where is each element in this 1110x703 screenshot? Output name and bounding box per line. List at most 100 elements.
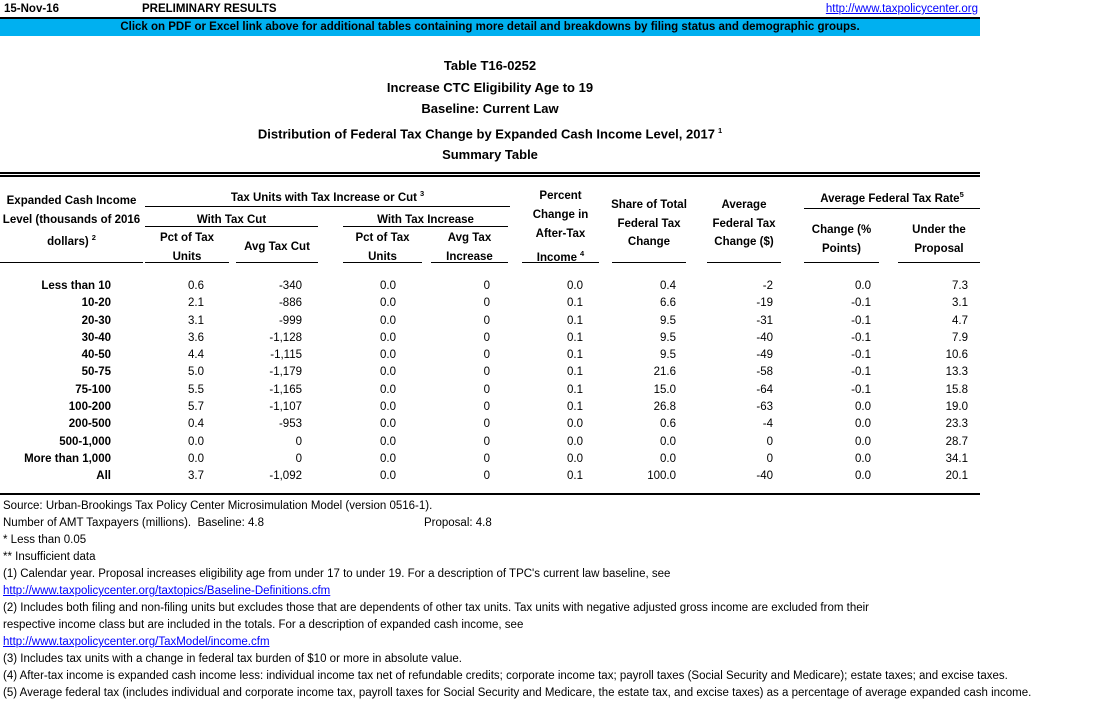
site-link[interactable]: http://www.taxpolicycenter.org <box>825 3 978 15</box>
col-underline-pct-inc <box>343 262 422 263</box>
top-divider-line <box>0 17 980 19</box>
cell: 0.0 <box>188 452 204 465</box>
row-label: 20-30 <box>81 314 111 327</box>
footnote-2-link[interactable]: http://www.taxpolicycenter.org/TaxModel/… <box>3 636 270 648</box>
col-header-pct-tax-units-increase: Pct of Tax Units <box>355 232 410 263</box>
cell: 0.0 <box>380 314 396 327</box>
cell: 28.7 <box>945 435 968 448</box>
row-label: 30-40 <box>81 331 111 344</box>
col-header-avg-tax-increase: Avg Tax Increase <box>446 232 493 263</box>
cell: 2.1 <box>188 297 204 310</box>
proposal-title: Increase CTC Eligibility Age to 19 <box>386 79 594 95</box>
row-label: 50-75 <box>81 366 111 379</box>
cell: -1,092 <box>269 470 302 483</box>
cell: 0.4 <box>188 418 204 431</box>
table-row-total: All 3.7 -1,092 0.0 0 0.1 100.0 -40 0.0 2… <box>0 468 980 485</box>
footnote-3: (3) Includes tax units with a change in … <box>3 653 462 665</box>
col-underline-avg-change <box>707 262 781 263</box>
info-banner-text: Click on PDF or Excel link above for add… <box>120 21 860 33</box>
col-header-pct-tax-units-cut: Pct of Tax Units <box>159 232 215 263</box>
row-label: 10-20 <box>81 297 111 310</box>
col-header-rate-under-proposal: Under the Proposal <box>912 224 966 255</box>
cell: 0 <box>483 297 490 310</box>
group-header-avg-federal-tax-rate: Average Federal Tax Rate5 <box>820 190 964 205</box>
source-note: Source: Urban-Brookings Tax Policy Cente… <box>3 500 433 512</box>
cell: 0.1 <box>567 349 583 362</box>
cell: 20.1 <box>945 470 968 483</box>
cell: 0.0 <box>380 331 396 344</box>
cell: 0 <box>295 435 302 448</box>
cell: -999 <box>278 314 302 327</box>
cell: -1,165 <box>269 383 302 396</box>
cell: 0.1 <box>567 314 583 327</box>
cell: -0.1 <box>851 314 871 327</box>
cell: -1,179 <box>269 366 302 379</box>
summary-table-title: Summary Table <box>442 147 538 163</box>
row-label: Less than 10 <box>41 280 111 292</box>
cell: 0 <box>483 280 490 292</box>
group-underline-with-tax-increase <box>343 226 508 227</box>
cell: 0 <box>483 452 490 465</box>
footnote-4: (4) After-tax income is expanded cash in… <box>3 670 1008 682</box>
cell: 15.0 <box>653 383 676 396</box>
row-label: All <box>96 470 111 483</box>
cell: 0 <box>483 314 490 327</box>
cell: -0.1 <box>851 349 871 362</box>
cell: 5.0 <box>188 366 204 379</box>
cell: 10.6 <box>945 349 968 362</box>
table-top-border-lower <box>0 175 980 177</box>
table-row: 10-20 2.1 -886 0.0 0 0.1 6.6 -19 -0.1 3.… <box>0 295 980 312</box>
cell: 6.6 <box>660 297 676 310</box>
cell: 0.0 <box>380 280 396 292</box>
col-underline-avg-cut <box>236 262 318 263</box>
cell: 0 <box>483 383 490 396</box>
cell: -0.1 <box>851 297 871 310</box>
table-bottom-border <box>0 493 980 495</box>
group-underline-avg-federal-tax-rate <box>804 208 980 209</box>
cell: 3.1 <box>188 314 204 327</box>
cell: 7.3 <box>952 280 968 292</box>
cell: -1,115 <box>270 349 302 362</box>
cell: 0.0 <box>567 435 583 448</box>
cell: 0.0 <box>567 452 583 465</box>
group-header-with-tax-increase: With Tax Increase <box>377 214 474 226</box>
cell: 0.0 <box>380 435 396 448</box>
cell: -1,128 <box>269 331 302 344</box>
cell: 0.1 <box>567 366 583 379</box>
cell: -0.1 <box>851 366 871 379</box>
cell: 0.0 <box>567 280 583 292</box>
cell: 5.5 <box>188 383 204 396</box>
cell: 21.6 <box>653 366 676 379</box>
footnote-ref-4: 4 <box>580 249 585 258</box>
baseline-title: Baseline: Current Law <box>421 101 559 116</box>
cell: -49 <box>756 349 773 362</box>
cell: 5.7 <box>188 401 204 414</box>
row-label: 40-50 <box>81 349 111 362</box>
footnote-2-line2: respective income class but are included… <box>3 619 524 631</box>
cell: 0 <box>483 470 490 483</box>
group-underline-tax-units <box>145 206 510 207</box>
footnote-1-link[interactable]: http://www.taxpolicycenter.org/taxtopics… <box>3 585 331 597</box>
col-underline-rate-change <box>804 262 879 263</box>
date-label: 15-Nov-16 <box>4 3 59 15</box>
cell: 0.4 <box>660 280 676 292</box>
cell: 0 <box>483 331 490 344</box>
cell: -40 <box>756 470 773 483</box>
preliminary-results-label: PRELIMINARY RESULTS <box>142 3 277 15</box>
table-row: 100-200 5.7 -1,107 0.0 0 0.1 26.8 -63 0.… <box>0 399 980 416</box>
info-banner: Click on PDF or Excel link above for add… <box>0 19 980 36</box>
cell: -58 <box>756 366 773 379</box>
col-header-income-level: Expanded Cash Income Level (thousands of… <box>2 195 141 248</box>
footnote-ref-3: 3 <box>420 189 425 198</box>
cell: 3.6 <box>188 331 204 344</box>
cell: 0.1 <box>567 383 583 396</box>
table-row: 20-30 3.1 -999 0.0 0 0.1 9.5 -31 -0.1 4.… <box>0 313 980 330</box>
cell: -340 <box>278 280 302 292</box>
footnote-ref-5: 5 <box>959 190 964 199</box>
cell: 0 <box>483 349 490 362</box>
cell: 0.1 <box>567 297 583 310</box>
cell: 0 <box>483 366 490 379</box>
table-row: 40-50 4.4 -1,115 0.0 0 0.1 9.5 -49 -0.1 … <box>0 347 980 364</box>
col-underline-income <box>0 262 143 263</box>
